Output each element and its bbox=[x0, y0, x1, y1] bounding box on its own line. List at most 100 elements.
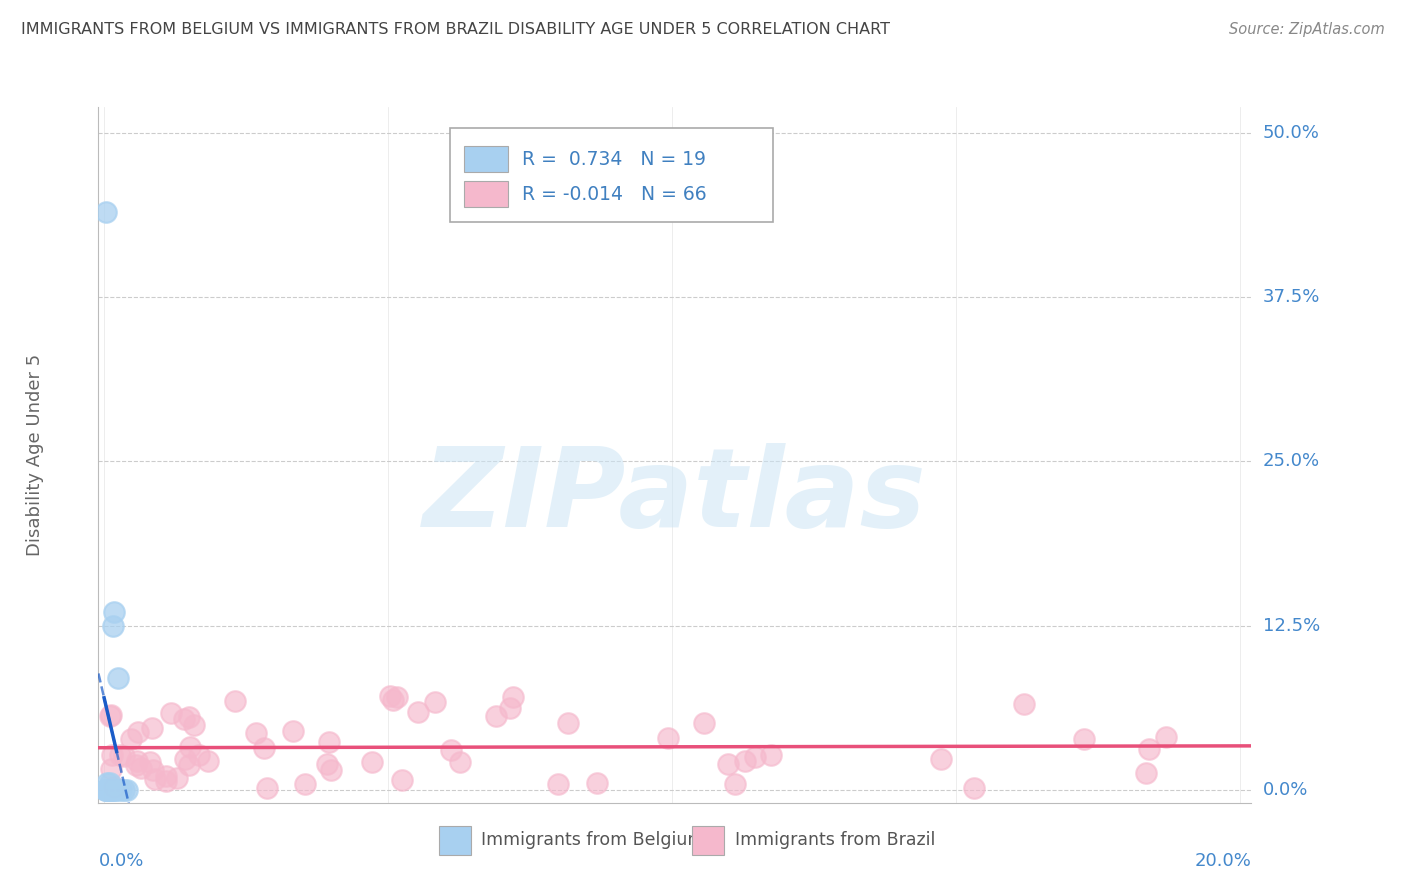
Point bbox=[160, 706, 183, 720]
Point bbox=[177, 758, 200, 772]
Point bbox=[319, 763, 342, 777]
Point bbox=[107, 671, 129, 685]
Point bbox=[294, 777, 316, 791]
Point bbox=[129, 761, 152, 775]
Point bbox=[103, 782, 125, 797]
Point bbox=[174, 752, 197, 766]
Point bbox=[98, 708, 121, 723]
Point bbox=[557, 716, 579, 731]
Point bbox=[449, 756, 471, 770]
Point bbox=[112, 782, 135, 797]
Point bbox=[318, 735, 340, 749]
FancyBboxPatch shape bbox=[464, 181, 508, 207]
Point bbox=[127, 725, 149, 739]
FancyBboxPatch shape bbox=[450, 128, 773, 222]
Point bbox=[245, 726, 267, 740]
Point bbox=[361, 755, 384, 769]
Point bbox=[1137, 741, 1160, 756]
Point bbox=[315, 757, 337, 772]
Point bbox=[179, 710, 201, 724]
Point bbox=[693, 715, 716, 730]
Point bbox=[96, 782, 118, 797]
Point bbox=[110, 782, 132, 797]
Point bbox=[547, 777, 569, 791]
Point bbox=[962, 780, 984, 795]
Point bbox=[155, 769, 177, 783]
Point bbox=[115, 782, 138, 797]
Point bbox=[145, 772, 167, 787]
Point bbox=[103, 780, 125, 794]
Point bbox=[96, 776, 118, 790]
Text: ZIPatlas: ZIPatlas bbox=[423, 443, 927, 550]
Point bbox=[173, 712, 195, 726]
Point bbox=[103, 606, 125, 620]
Point bbox=[929, 752, 952, 766]
Text: 12.5%: 12.5% bbox=[1263, 616, 1320, 634]
Point bbox=[380, 690, 402, 704]
Text: 50.0%: 50.0% bbox=[1263, 124, 1320, 143]
Point bbox=[502, 690, 524, 704]
Point bbox=[94, 205, 117, 219]
Point bbox=[188, 747, 211, 762]
Text: IMMIGRANTS FROM BELGIUM VS IMMIGRANTS FROM BRAZIL DISABILITY AGE UNDER 5 CORRELA: IMMIGRANTS FROM BELGIUM VS IMMIGRANTS FR… bbox=[21, 22, 890, 37]
Text: 0.0%: 0.0% bbox=[1263, 780, 1308, 798]
Point bbox=[183, 718, 205, 732]
Point bbox=[281, 723, 304, 738]
Point bbox=[657, 731, 679, 745]
Text: R =  0.734   N = 19: R = 0.734 N = 19 bbox=[522, 150, 706, 169]
Point bbox=[142, 763, 165, 777]
Point bbox=[224, 693, 246, 707]
Text: Immigrants from Belgium: Immigrants from Belgium bbox=[481, 831, 704, 849]
Text: 37.5%: 37.5% bbox=[1263, 288, 1320, 306]
Point bbox=[440, 743, 463, 757]
Text: 25.0%: 25.0% bbox=[1263, 452, 1320, 470]
Point bbox=[108, 747, 131, 762]
Point bbox=[138, 755, 160, 769]
Point bbox=[408, 705, 430, 719]
Point bbox=[101, 782, 124, 797]
Point bbox=[166, 771, 188, 785]
Point bbox=[96, 782, 118, 797]
Point bbox=[94, 782, 117, 797]
Point bbox=[734, 755, 756, 769]
Point bbox=[197, 754, 219, 768]
Point bbox=[141, 721, 163, 735]
FancyBboxPatch shape bbox=[464, 146, 508, 172]
Point bbox=[100, 708, 122, 723]
Point bbox=[256, 781, 278, 796]
Point bbox=[744, 750, 766, 764]
Point bbox=[100, 762, 122, 776]
Point bbox=[717, 756, 740, 771]
Point bbox=[382, 693, 405, 707]
Point bbox=[761, 748, 783, 763]
Point bbox=[179, 739, 201, 754]
Point bbox=[1154, 730, 1177, 744]
Point bbox=[385, 690, 408, 705]
Text: Source: ZipAtlas.com: Source: ZipAtlas.com bbox=[1229, 22, 1385, 37]
Text: Disability Age Under 5: Disability Age Under 5 bbox=[25, 354, 44, 556]
Point bbox=[425, 695, 447, 709]
Point bbox=[724, 777, 747, 791]
Point bbox=[112, 749, 135, 764]
Point bbox=[105, 782, 128, 797]
Point bbox=[94, 782, 117, 797]
Point bbox=[101, 618, 124, 632]
Point bbox=[252, 741, 274, 756]
Point bbox=[98, 776, 121, 790]
Point bbox=[499, 701, 522, 715]
Point bbox=[104, 782, 127, 797]
Point bbox=[155, 774, 177, 789]
Text: Immigrants from Brazil: Immigrants from Brazil bbox=[735, 831, 935, 849]
Point bbox=[1012, 698, 1035, 712]
Point bbox=[120, 731, 142, 746]
Text: 0.0%: 0.0% bbox=[98, 852, 143, 870]
Point bbox=[391, 772, 413, 787]
FancyBboxPatch shape bbox=[692, 826, 724, 855]
Text: R = -0.014   N = 66: R = -0.014 N = 66 bbox=[522, 185, 706, 203]
Point bbox=[485, 709, 508, 723]
Point bbox=[100, 748, 122, 763]
Text: 20.0%: 20.0% bbox=[1195, 852, 1251, 870]
Point bbox=[125, 758, 148, 772]
Point bbox=[127, 754, 149, 768]
Point bbox=[586, 775, 609, 789]
